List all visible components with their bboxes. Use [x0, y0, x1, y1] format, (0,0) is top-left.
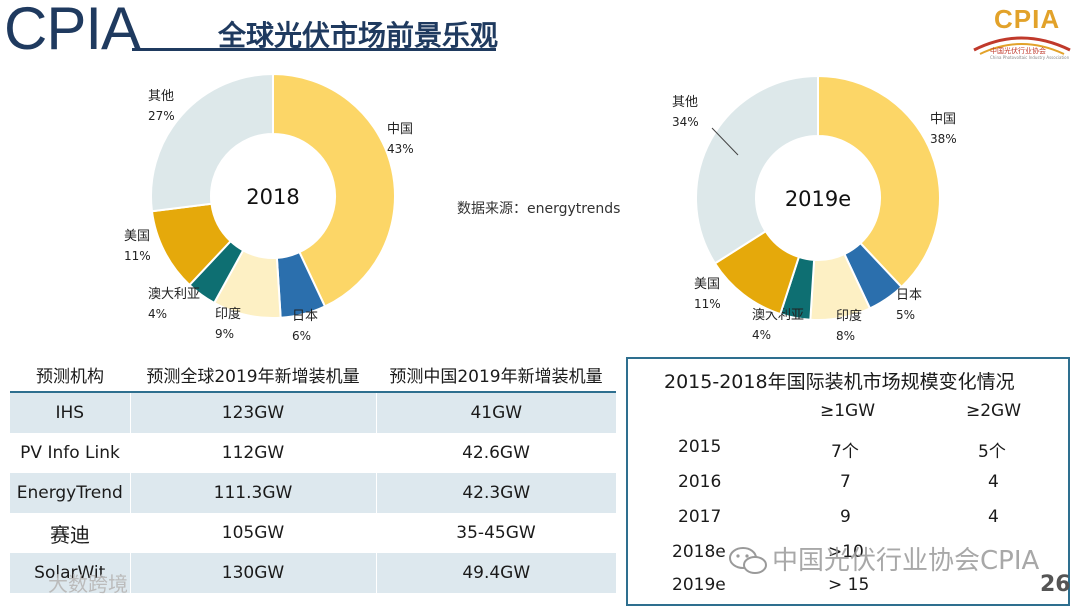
slice-value-label: 6%: [292, 329, 311, 343]
table-cell: 赛迪: [50, 522, 90, 547]
page-number: 26: [1040, 572, 1071, 597]
slice-value-label: 34%: [672, 115, 699, 129]
market-cell: 4: [988, 472, 999, 492]
slice-value-label: 9%: [215, 327, 234, 341]
table-cell: 112GW: [221, 443, 285, 463]
watermark-text: 中国光伏行业协会CPIA: [772, 546, 1040, 576]
forecast-table: 预测机构 预测全球2019年新增装机量 预测中国2019年新增装机量 IHS 1…: [10, 357, 616, 593]
data-source-note: 数据来源：energytrends: [457, 201, 621, 217]
table-cell: 41GW: [376, 392, 616, 433]
slice-category-label: 其他: [148, 89, 174, 104]
table-cell: 111.3GW: [130, 473, 377, 513]
donut-center-title: 2018: [246, 185, 299, 209]
slice-category-label: 日本: [292, 309, 318, 324]
table-cell: 130GW: [130, 553, 377, 593]
title-underline: [132, 48, 496, 51]
slice-category-label: 印度: [215, 306, 241, 322]
market-year: 2017: [678, 507, 722, 527]
wechat-icon: [729, 547, 767, 574]
market-table-title: 2015-2018年国际装机市场规模变化情况: [664, 371, 1015, 393]
market-cell: 5个: [978, 442, 1006, 462]
cpia-emblem-icon: [973, 36, 1071, 55]
donut-slice-其他: [695, 74, 819, 265]
market-year: 2015: [678, 437, 722, 457]
table-cell: 35-45GW: [456, 523, 536, 543]
slice-category-label: 澳大利亚: [148, 286, 200, 302]
market-cell: >10: [828, 542, 864, 562]
table-header: 预测机构: [10, 357, 130, 393]
slice-category-label: 美国: [124, 229, 150, 244]
donut-center-title: 2019e: [785, 187, 851, 211]
slice-value-label: 11%: [694, 297, 721, 311]
donut-charts: 中国 43% 日本 6% 印度 9% 澳大利亚 4% 美国 11% 其他 27% 2018 中国 38% 日…: [124, 72, 957, 343]
market-cell: 7: [840, 472, 851, 492]
market-cell: > 15: [828, 575, 870, 595]
table-cell: 105GW: [221, 523, 285, 543]
slice-category-label: 澳大利亚: [752, 307, 804, 323]
market-col-header: ≥1GW: [820, 401, 876, 421]
slice-category-label: 印度: [836, 308, 862, 324]
watermark-text-2: 大数跨境: [48, 572, 128, 596]
leader-line: [711, 127, 739, 156]
table-cell: 49.4GW: [376, 553, 616, 593]
cpia-emblem-text: CPIA: [994, 4, 1061, 34]
page-title: 全球光伏市场前景乐观: [218, 19, 499, 52]
table-cell: IHS: [10, 392, 131, 433]
slice-category-label: 其他: [672, 95, 698, 110]
slice-value-label: 38%: [930, 132, 957, 146]
cpia-logo-text: CPIA: [4, 0, 141, 62]
table-header: 预测全球2019年新增装机量: [130, 357, 376, 393]
donut-2019e: 中国 38% 日本 5% 印度 8% 澳大利亚 4% 美国 11% 其他 34% 2019e: [672, 74, 957, 343]
market-cell: 7个: [831, 442, 859, 462]
table-row: 赛迪 105GW 35-45GW: [10, 513, 616, 553]
table-cell: 42.6GW: [462, 443, 530, 463]
market-year: 2018e: [672, 542, 726, 562]
table-header-row: 预测机构 预测全球2019年新增装机量 预测中国2019年新增装机量: [10, 357, 616, 393]
donut-2018: 中国 43% 日本 6% 印度 9% 澳大利亚 4% 美国 11% 其他 27% 2018: [124, 72, 414, 343]
table-row: SolarWit 130GW 49.4GW: [10, 553, 616, 593]
table-header: 预测中国2019年新增装机量: [376, 357, 616, 393]
slice-value-label: 5%: [896, 308, 915, 322]
table-cell: PV Info Link: [20, 443, 120, 463]
donut-slice-中国: [272, 72, 396, 308]
slice-value-label: 27%: [148, 109, 175, 123]
table-row: EnergyTrend 111.3GW 42.3GW: [10, 473, 616, 513]
table-cell: SolarWit: [10, 553, 131, 593]
market-year: 2019e: [672, 575, 726, 595]
slice-value-label: 11%: [124, 249, 151, 263]
table-cell: EnergyTrend: [10, 473, 131, 513]
slice-category-label: 美国: [694, 277, 720, 292]
org-name: 中国光伏行业协会: [990, 47, 1046, 55]
market-cell: 4: [988, 507, 999, 527]
slice-category-label: 中国: [387, 122, 413, 137]
market-size-box: 2015-2018年国际装机市场规模变化情况 ≥1GW ≥2GW 2015 7个…: [626, 357, 1070, 606]
table-row: IHS 123GW 41GW: [10, 392, 616, 433]
slice-category-label: 中国: [930, 112, 956, 127]
donut-slice-中国: [817, 74, 941, 289]
slice-category-label: 日本: [896, 288, 922, 303]
donut-slice-其他: [150, 72, 274, 213]
slice-value-label: 4%: [148, 307, 167, 321]
table-cell: 42.3GW: [376, 473, 616, 513]
slice-value-label: 8%: [836, 329, 855, 343]
market-col-header: ≥2GW: [966, 401, 1022, 421]
market-year: 2016: [678, 472, 722, 492]
table-row: PV Info Link 112GW 42.6GW: [10, 433, 616, 473]
slice-value-label: 43%: [387, 142, 414, 156]
market-cell: 9: [840, 507, 851, 527]
slice-value-label: 4%: [752, 328, 771, 342]
org-name-en: China Photovoltaic Industry Association: [990, 55, 1070, 60]
table-cell: 123GW: [130, 392, 377, 433]
